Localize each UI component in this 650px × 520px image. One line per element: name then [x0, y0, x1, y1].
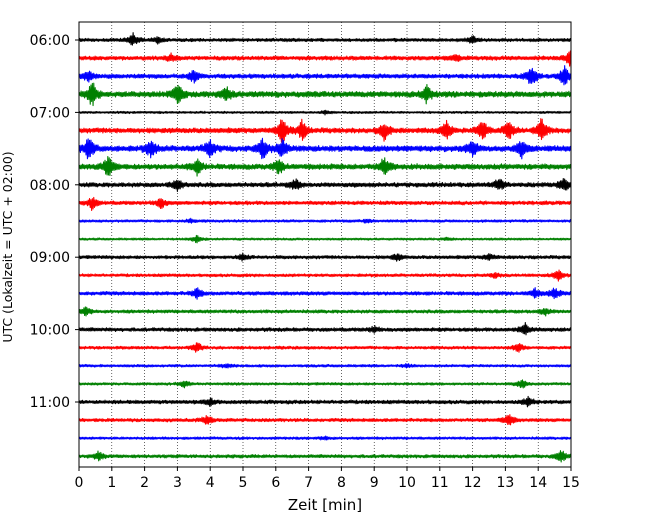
seismogram-trace-row	[78, 50, 572, 68]
seismogram-trace-row	[78, 196, 572, 212]
x-tick-label: 8	[337, 475, 346, 491]
seismogram-trace-row	[78, 450, 572, 463]
seismogram-trace-row	[78, 306, 572, 317]
x-tick-label: 13	[496, 475, 514, 491]
y-tick-label: 06:00	[30, 33, 70, 49]
x-tick-label: 4	[206, 475, 215, 491]
seismogram-trace-row	[78, 435, 572, 441]
vertical-gridlines	[111, 22, 539, 467]
x-tick-label: 2	[140, 475, 149, 491]
seismogram-trace-row	[78, 342, 572, 353]
x-tick-label: 6	[271, 475, 280, 491]
x-tick-label: 15	[562, 475, 580, 491]
seismogram-trace-row	[78, 178, 572, 193]
x-tick-label: 5	[239, 475, 248, 491]
seismogram-trace-row	[78, 234, 572, 244]
seismogram-trace-row	[78, 287, 572, 300]
x-tick-label: 11	[431, 475, 449, 491]
y-axis-ticks: 06:00 07:00 08:00 09:00 10:00 11:00	[30, 33, 79, 411]
seismogram-trace-row	[78, 156, 572, 177]
seismogram-trace-row	[78, 217, 572, 224]
seismogram-trace-row	[78, 65, 572, 86]
y-tick-label: 09:00	[30, 250, 70, 266]
x-axis-label: Zeit [min]	[288, 496, 362, 514]
y-tick-label: 11:00	[30, 395, 70, 411]
seismogram-trace-row	[78, 109, 572, 116]
x-tick-label: 7	[304, 475, 313, 491]
seismogram-trace-row	[78, 252, 572, 262]
seismogram-trace-row	[78, 395, 572, 408]
x-tick-label: 0	[75, 475, 84, 491]
y-tick-label: 10:00	[30, 323, 70, 339]
seismogram-trace-row	[78, 118, 572, 143]
plot-frame	[78, 21, 572, 468]
x-tick-label: 3	[173, 475, 182, 491]
y-tick-label: 07:00	[30, 105, 70, 121]
x-tick-label: 10	[398, 475, 416, 491]
x-tick-label: 9	[370, 475, 379, 491]
seismogram-trace-row	[78, 379, 572, 389]
seismogram-trace-row	[78, 137, 572, 160]
seismogram-trace-row	[78, 362, 572, 369]
seismogram-traces	[78, 32, 572, 463]
y-tick-label: 08:00	[30, 178, 70, 194]
seismogram-trace-row	[78, 414, 572, 426]
seismogram-trace-row	[78, 269, 572, 282]
x-tick-label: 12	[464, 475, 482, 491]
x-tick-label: 14	[529, 475, 547, 491]
seismogram-trace-row	[78, 32, 572, 46]
y-axis-label: UTC (Lokalzeit = UTC + 02:00)	[0, 151, 15, 342]
seismogram-trace-row	[78, 82, 572, 107]
seismogram-trace-row	[78, 321, 572, 336]
x-tick-label: 1	[107, 475, 116, 491]
x-axis-ticks: 0 1 2 3 4 5 6 7 8 9 10 11 12 13 14 15	[75, 467, 580, 491]
